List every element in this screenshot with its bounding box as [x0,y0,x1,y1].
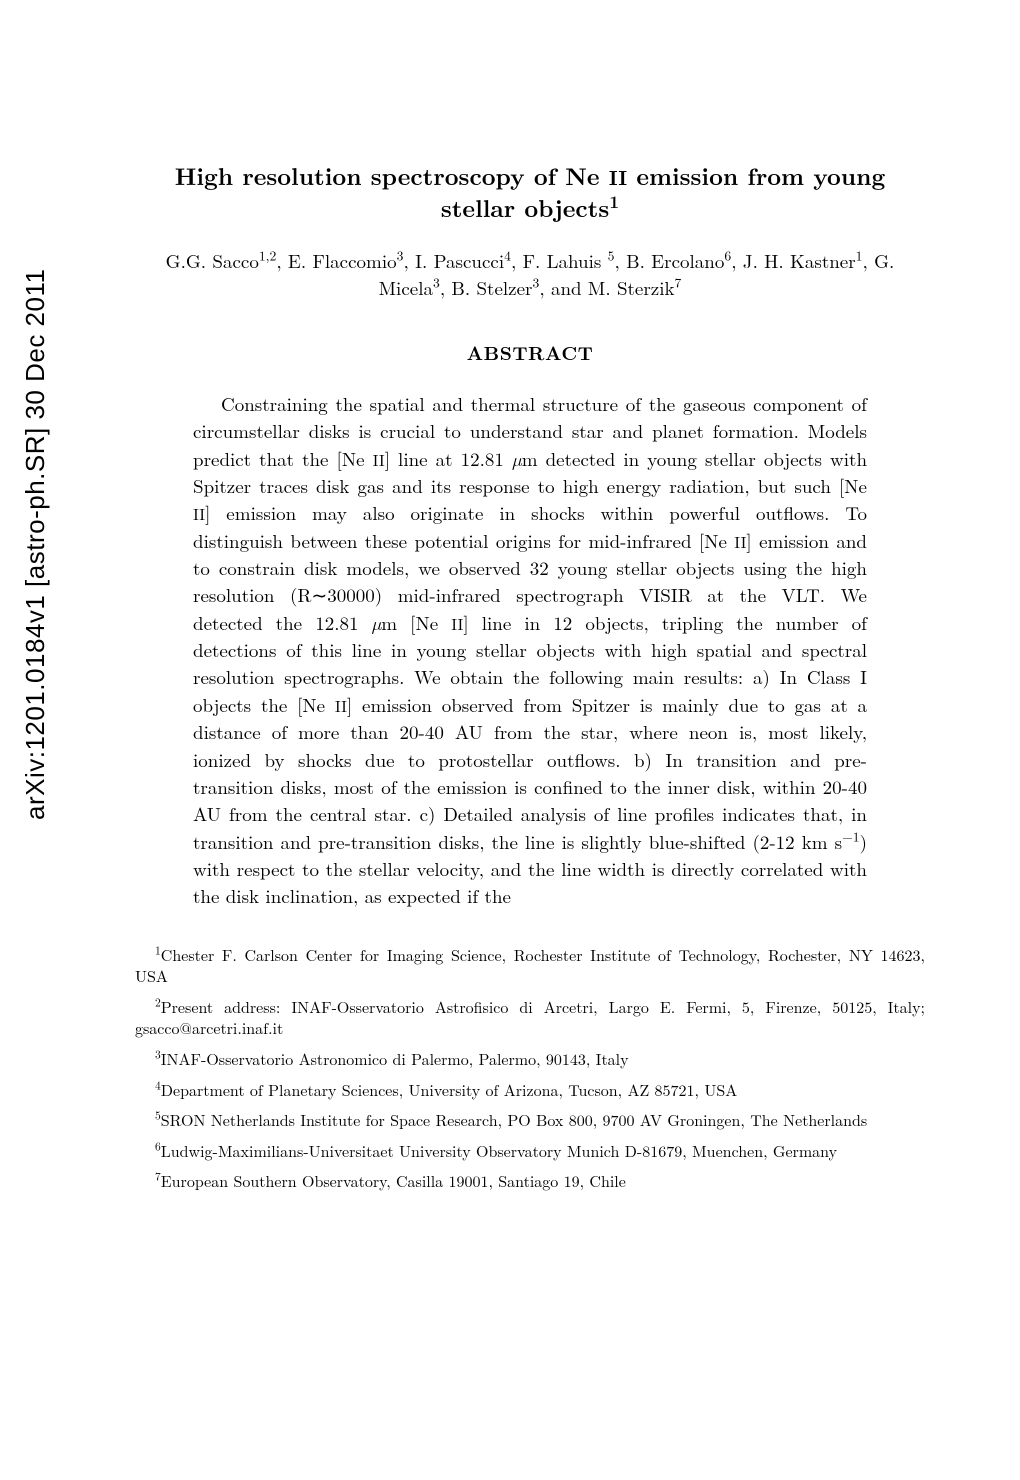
affil-text: SRON Netherlands Institute for Space Res… [161,1108,867,1131]
paper-title: High resolution spectroscopy of Ne II em… [135,160,925,225]
affiliations-block: 1Chester F. Carlson Center for Imaging S… [135,944,925,1192]
title-text: High resolution spectroscopy of Ne II em… [175,159,886,225]
page-content: High resolution spectroscopy of Ne II em… [135,160,925,1192]
title-footnote-marker: 1 [609,189,619,214]
affiliation-4: 4Department of Planetary Sciences, Unive… [135,1079,925,1101]
affiliation-5: 5SRON Netherlands Institute for Space Re… [135,1109,925,1131]
affiliation-2: 2Present address: INAF-Osservatorio Astr… [135,996,925,1039]
affiliation-7: 7European Southern Observatory, Casilla … [135,1170,925,1192]
affil-text: Present address: INAF-Osservatorio Astro… [135,995,925,1040]
affil-text: INAF-Osservatorio Astronomico di Palermo… [161,1047,629,1070]
affil-text: European Southern Observatory, Casilla 1… [161,1169,626,1192]
affil-text: Ludwig-Maximilians-Universitaet Universi… [161,1139,837,1162]
author-list: G.G. Sacco1,2, E. Flaccomio3, I. Pascucc… [135,247,925,302]
affiliation-1: 1Chester F. Carlson Center for Imaging S… [135,944,925,987]
abstract-text: Constraining the spatial and thermal str… [193,390,867,910]
affil-text: Department of Planetary Sciences, Univer… [161,1078,737,1101]
affil-text: Chester F. Carlson Center for Imaging Sc… [135,943,925,988]
affiliation-6: 6Ludwig-Maximilians-Universitaet Univers… [135,1140,925,1162]
abstract-heading: ABSTRACT [135,338,925,366]
affiliation-3: 3INAF-Osservatorio Astronomico di Palerm… [135,1048,925,1070]
arxiv-stamp: arXiv:1201.0184v1 [astro-ph.SR] 30 Dec 2… [20,269,51,820]
